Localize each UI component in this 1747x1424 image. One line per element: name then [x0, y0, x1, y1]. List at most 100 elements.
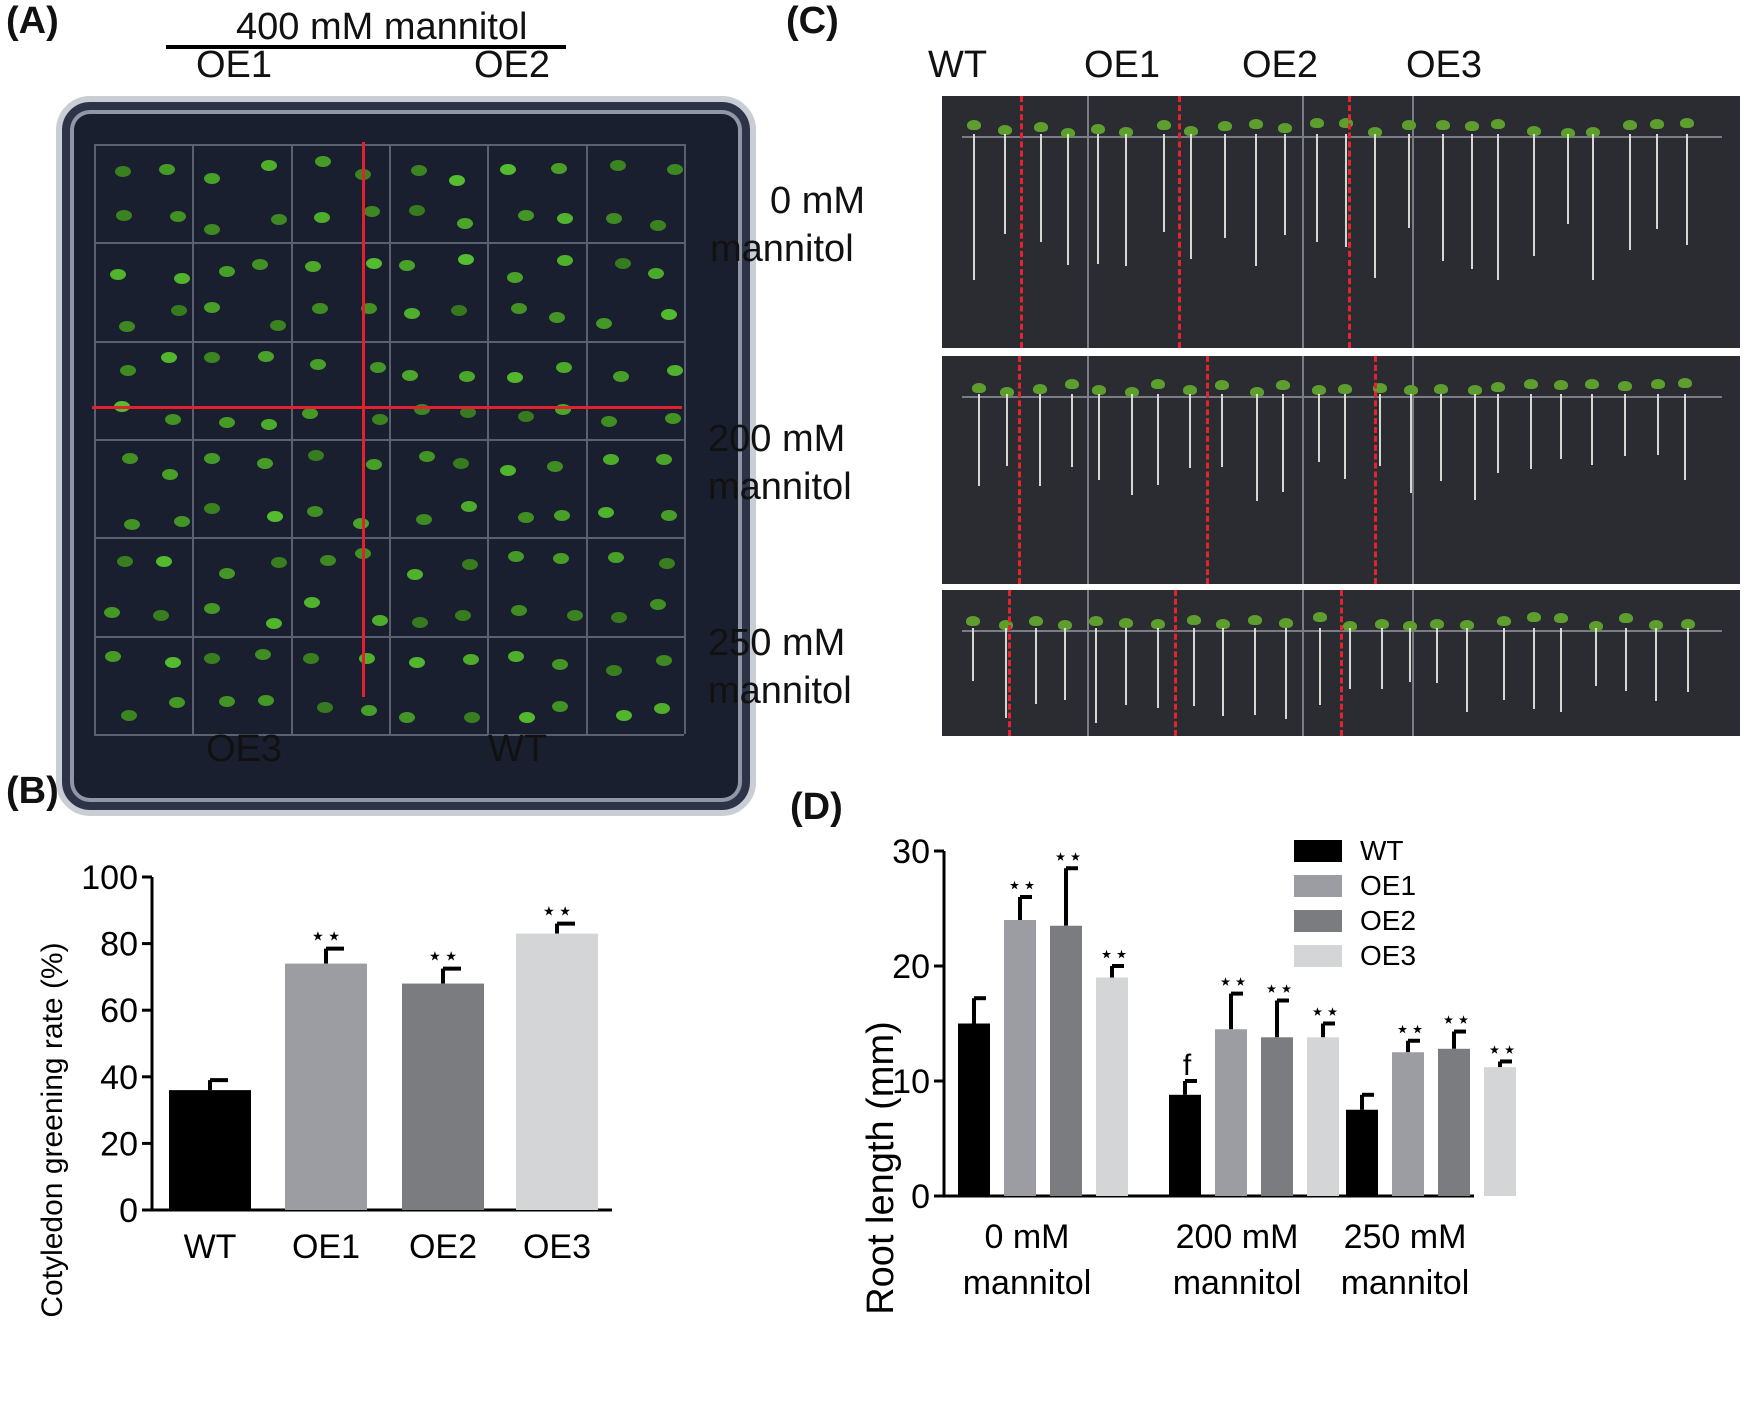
seedling	[118, 320, 135, 332]
seedling	[399, 712, 416, 724]
seedling-root	[1318, 628, 1321, 705]
seedling-shoot	[1182, 385, 1197, 396]
seedling	[165, 414, 182, 426]
seedling-shoot	[1526, 612, 1541, 623]
seedling-shoot	[1584, 379, 1599, 389]
seedling	[605, 212, 622, 224]
seedling-root	[1125, 628, 1128, 706]
seedling-root	[1005, 628, 1008, 719]
seedling	[257, 694, 274, 706]
seedling-shoot	[1156, 119, 1171, 130]
seedling-root	[1066, 134, 1069, 266]
seedling-shoot	[1618, 380, 1633, 391]
seedling-root	[1378, 394, 1381, 466]
seedling-root	[1157, 394, 1160, 485]
seedling-root	[1628, 134, 1631, 251]
seedling	[411, 164, 428, 176]
seedling	[551, 701, 568, 713]
root-significance-mark: ⋆⋆	[1264, 976, 1294, 1003]
seedling-root	[1070, 394, 1073, 468]
seedling-root	[1004, 134, 1007, 234]
seedling-shoot	[971, 382, 986, 393]
seedling-root	[1344, 134, 1347, 248]
seedling-root	[1625, 628, 1628, 691]
seedling	[218, 696, 235, 708]
seedling	[173, 515, 190, 527]
seedling	[648, 267, 665, 279]
seedling	[320, 554, 337, 566]
seedling-shoot	[1374, 619, 1389, 630]
seedling	[266, 617, 283, 629]
greening-y-axis-label: Cotyledon greening rate (%)	[36, 942, 69, 1317]
seedling	[451, 305, 468, 317]
seedling	[119, 364, 136, 376]
seedling	[114, 166, 131, 178]
seedling	[552, 659, 569, 671]
seedling	[267, 511, 284, 523]
seedling	[615, 258, 632, 270]
root-bar-wt	[1169, 1094, 1201, 1196]
seedling	[204, 173, 221, 185]
greening-bar-oe3	[516, 933, 598, 1210]
seedling	[122, 452, 139, 464]
seedling	[170, 210, 187, 222]
root-bar-oe3	[1484, 1067, 1516, 1196]
seedling-shoot	[1151, 619, 1166, 630]
seedling-shoot	[1491, 382, 1506, 393]
seedling	[567, 609, 584, 621]
seedling-shoot	[1554, 379, 1569, 390]
plate-grid-line	[1302, 590, 1304, 736]
seedling-root	[1038, 394, 1041, 487]
seedling-shoot	[1064, 378, 1079, 389]
seedling-shoot	[1464, 121, 1479, 132]
seedling	[548, 312, 565, 324]
genotype-label-oe1: OE1	[1084, 44, 1161, 86]
seedling	[270, 213, 287, 225]
genotype-label-wt: WT	[928, 44, 988, 86]
seedling	[117, 555, 134, 567]
seedling	[301, 407, 318, 419]
seedling	[164, 657, 181, 669]
seedling	[174, 272, 191, 284]
seedling-shoot	[1585, 127, 1600, 138]
seedling	[459, 370, 476, 382]
root-bar-wt	[958, 1023, 990, 1196]
seedling	[315, 155, 332, 167]
seedling-root	[1315, 134, 1318, 243]
seedling-root	[1284, 134, 1287, 236]
seedling-shoot	[1648, 620, 1663, 631]
seedling	[254, 648, 271, 660]
root-y-tick-label: 20	[892, 948, 930, 986]
seedling	[303, 652, 320, 664]
root-significance-mark: ⋆⋆	[1487, 1036, 1517, 1063]
seedling	[399, 260, 416, 272]
seedling	[653, 703, 670, 715]
seedling	[204, 653, 221, 665]
seedling-shoot	[1090, 124, 1105, 135]
seedling	[511, 303, 528, 315]
seedling-root	[1470, 134, 1473, 269]
seedling-shoot	[1187, 614, 1202, 625]
seedling-root	[1220, 394, 1223, 467]
seedling-shoot	[1436, 119, 1451, 130]
seedling-root	[1559, 628, 1562, 713]
genotype-divider	[1174, 590, 1177, 736]
seedling	[666, 163, 683, 175]
seedling	[305, 260, 322, 272]
seedling-root	[1349, 628, 1352, 689]
seedling	[518, 411, 535, 423]
seedling	[121, 710, 138, 722]
seedling	[507, 271, 524, 283]
root-letter-mark: f	[1183, 1049, 1192, 1082]
genotype-divider	[1008, 590, 1011, 736]
seedling	[260, 160, 277, 172]
seedling-shoot	[966, 616, 981, 627]
seedling	[353, 518, 370, 530]
root-significance-mark: ⋆⋆	[1053, 843, 1083, 870]
seedling-root	[1254, 134, 1257, 266]
genotype-divider	[1340, 590, 1343, 736]
root-x-tick-label-line1: 250 mM	[1344, 1218, 1467, 1256]
row-label-200mm-line2: mannitol	[708, 466, 852, 508]
genotype-divider	[1374, 356, 1377, 584]
seedling-strip-0mm	[942, 96, 1740, 348]
